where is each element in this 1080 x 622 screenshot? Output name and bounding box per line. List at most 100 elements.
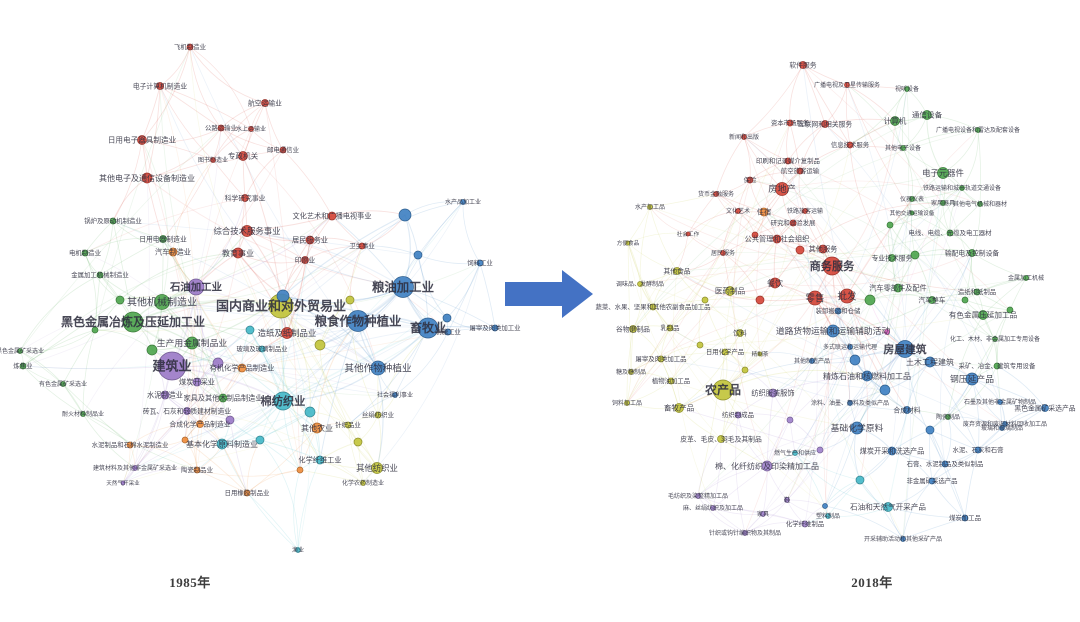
transition-arrow [505, 270, 593, 318]
node [909, 196, 915, 202]
node-label: 居民服务业 [292, 236, 328, 245]
node-label: 社会福利事业 [377, 391, 413, 399]
node [115, 295, 125, 305]
node [786, 416, 794, 424]
node-label: 房地产 [768, 183, 796, 195]
node [193, 466, 201, 474]
node [159, 235, 167, 243]
node [157, 351, 187, 381]
node-label: 装卸搬运和仓储 [816, 306, 861, 315]
node-label: 玻璃和玻璃制品 [981, 424, 1023, 432]
node [768, 388, 778, 398]
node [160, 390, 170, 400]
node-label: 合成材料 [893, 405, 920, 414]
node [789, 219, 797, 227]
node [712, 379, 734, 401]
node-label: 专政机关 [228, 151, 259, 161]
node-label: 皮革、毛皮、羽毛及其制品 [680, 434, 762, 443]
node [992, 336, 998, 342]
node [444, 328, 452, 336]
node [850, 421, 864, 435]
node-label: 涂料、油墨、颜料及类似产品 [811, 399, 889, 407]
node [60, 381, 66, 387]
node [975, 127, 981, 133]
node [126, 441, 134, 449]
node-label: 航空运输业 [248, 98, 282, 107]
node-label: 日用电子器具制造业 [108, 135, 177, 145]
node [132, 465, 138, 471]
node [279, 146, 287, 154]
node [647, 204, 653, 210]
node-label: 公路运输业 [205, 123, 238, 132]
node [374, 411, 382, 419]
node-label: 其他服务 [809, 245, 838, 254]
node [784, 497, 790, 503]
node [649, 303, 657, 311]
node [816, 446, 824, 454]
node-label: 批发 [837, 290, 857, 302]
node-label: 造纸和纸制品 [958, 287, 996, 296]
node-label: 建筑业 [152, 359, 191, 375]
node-label: 毛纺织及染整精加工品 [668, 492, 728, 500]
node [183, 407, 191, 415]
node-label: 石油加工业 [169, 281, 223, 294]
node-label: 钢压延产品 [950, 373, 994, 385]
node-label: 天然气开采业 [106, 479, 140, 487]
node [893, 283, 903, 293]
node-label: 化工、木材、非金属加工专用设备 [950, 335, 1040, 343]
node [887, 446, 897, 456]
node [736, 329, 744, 337]
node-label: 锅炉及原动机制造业 [84, 216, 142, 225]
node-label: 零售 [805, 292, 824, 304]
node-label: 住宿 [757, 208, 771, 217]
node [818, 244, 828, 254]
node [624, 400, 630, 406]
node-label: 水产加工品 [635, 203, 665, 211]
node [886, 221, 894, 229]
node-label: 粮食作物种植业 [315, 313, 402, 328]
node [241, 225, 253, 237]
node-label: 日用化学产品 [706, 347, 744, 356]
node-label: 卫生事业 [349, 241, 375, 250]
node [392, 276, 414, 298]
node [742, 530, 748, 536]
node [347, 310, 369, 332]
node-label: 鞋 [784, 496, 790, 504]
node [181, 436, 189, 444]
node [959, 185, 965, 191]
node [822, 256, 842, 276]
node [802, 208, 808, 214]
node-label: 粮油加工业 [372, 279, 434, 294]
node-label: 化学纤维制品 [786, 519, 824, 528]
node-label: 陶瓷制品 [936, 413, 960, 421]
node-label: 其他电气机械和器材 [953, 200, 1007, 208]
node-label: 黑色金属冶炼及压延加工业 [61, 314, 205, 329]
node [358, 242, 366, 250]
node-label: 棉纺织业 [261, 394, 306, 408]
node-label: 图书制造业 [198, 156, 228, 164]
node-label: 渔业 [292, 546, 304, 554]
node-label: 水泥制造业 [147, 391, 183, 400]
node [657, 355, 665, 363]
node-label: 其他纺织业 [356, 463, 398, 473]
node-label: 塑料制品 [816, 512, 840, 520]
node-label: 方便食品 [617, 239, 640, 247]
node [910, 250, 920, 260]
node [156, 82, 164, 90]
node-label: 乳制品 [660, 323, 679, 332]
node-label: 家用器具 [931, 199, 955, 207]
node [847, 344, 853, 350]
node [666, 324, 674, 332]
node-label: 邮电通信业 [267, 145, 300, 154]
node [900, 145, 906, 151]
node [710, 505, 716, 511]
node [973, 288, 981, 296]
node [999, 425, 1005, 431]
edges [19, 46, 496, 551]
node-label: 水泥制品和石棉水泥制造业 [92, 440, 169, 449]
node [413, 250, 423, 260]
node-label: 纺织制成品 [722, 410, 754, 419]
node [296, 466, 304, 474]
node-label: 玻璃及玻璃制品业 [236, 344, 288, 353]
